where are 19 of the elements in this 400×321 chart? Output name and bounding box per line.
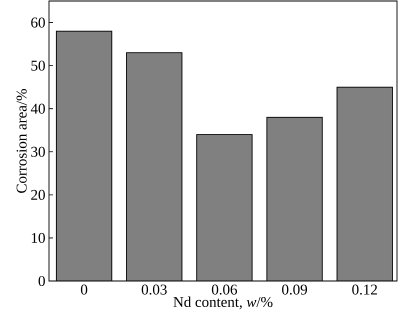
y-tick-label: 40: [30, 104, 45, 114]
y-tick-label: 10: [32, 232, 45, 243]
y-tick-label: 30: [31, 146, 45, 157]
x-tick-label: 0: [80, 284, 88, 295]
bar: [196, 134, 252, 281]
x-tick-label: 0.03: [142, 284, 167, 295]
x-tick-label: 0.12: [352, 284, 377, 295]
bar: [336, 86, 393, 281]
y-tick-label: 0: [38, 276, 45, 286]
y-tick-label: 60: [31, 18, 45, 28]
bar: [126, 52, 182, 281]
bar: [56, 31, 112, 281]
x-tick-label: 0.09: [282, 284, 308, 295]
y-tick-label: 50: [31, 60, 45, 71]
y-axis-title: Corrosion area/%: [16, 89, 27, 193]
bar: [266, 117, 322, 281]
y-tick-label: 20: [31, 190, 45, 200]
x-tick-label: 0.06: [212, 284, 238, 295]
x-axis-title: Nd content, w/%: [173, 296, 273, 310]
